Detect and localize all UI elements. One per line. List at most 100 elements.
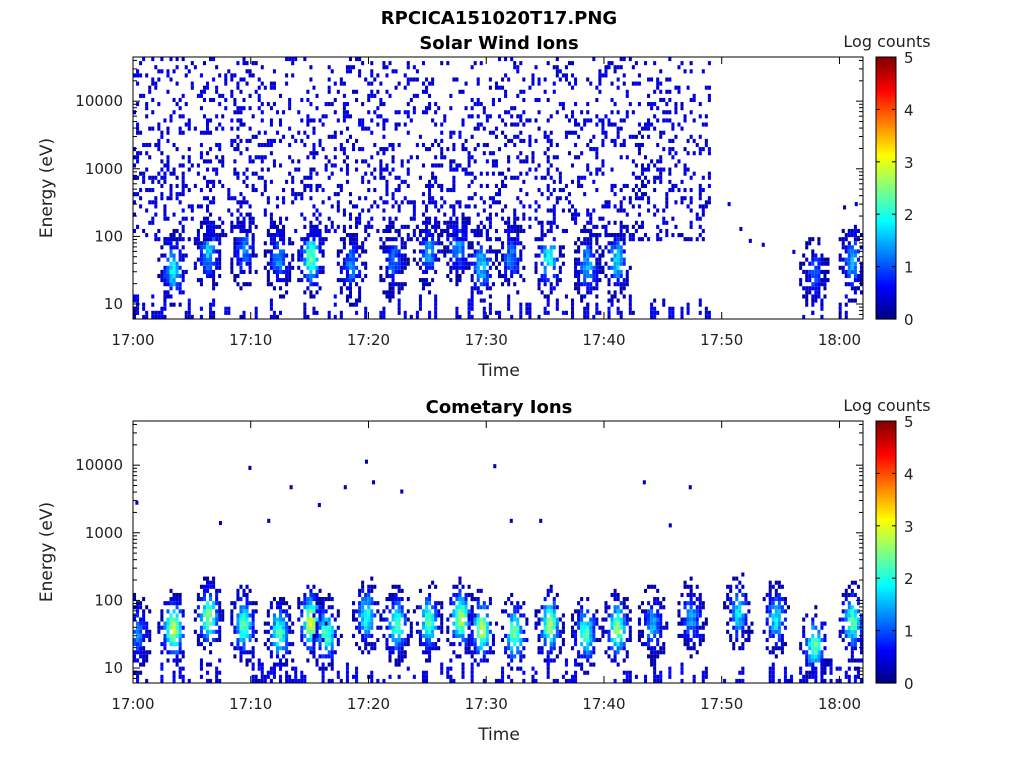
heatmap-cell <box>209 629 213 634</box>
heatmap-cell <box>388 61 392 66</box>
heatmap-cell <box>306 625 310 630</box>
heatmap-cell <box>543 233 547 238</box>
heatmap-cell <box>543 273 547 279</box>
heatmap-cell <box>613 282 617 287</box>
colorbar-segment <box>876 269 896 273</box>
heatmap-cell <box>510 637 514 643</box>
heatmap-cell <box>485 159 489 164</box>
heatmap-cell <box>467 196 471 201</box>
heatmap-cell <box>315 605 319 610</box>
heatmap-cell <box>488 273 492 279</box>
heatmap-cell <box>428 609 432 614</box>
heatmap-cell <box>437 241 441 246</box>
heatmap-cell <box>640 220 644 225</box>
heatmap-cell <box>303 306 307 311</box>
heatmap-cell <box>385 637 389 643</box>
heatmap-cell <box>808 241 812 246</box>
heatmap-cell <box>458 580 462 585</box>
heatmap-cell <box>239 584 243 589</box>
heatmap-cell <box>540 633 544 638</box>
heatmap-cell <box>476 617 480 622</box>
heatmap-cell <box>391 613 395 618</box>
heatmap-cell <box>157 147 161 152</box>
heatmap-cell <box>491 637 495 643</box>
heatmap-cell <box>555 110 559 115</box>
heatmap-cell <box>385 228 389 234</box>
heatmap-cell <box>665 77 669 82</box>
heatmap-cell <box>574 122 578 127</box>
heatmap-cell <box>656 310 660 315</box>
heatmap-cell <box>269 118 273 123</box>
heatmap-cell <box>282 621 286 626</box>
heatmap-cell <box>206 85 210 90</box>
heatmap-cell <box>574 265 578 270</box>
heatmap-cell <box>546 605 550 610</box>
heatmap-cell <box>355 57 359 62</box>
heatmap-cell <box>540 646 544 651</box>
heatmap-cell <box>522 89 526 94</box>
heatmap-cell <box>364 196 368 201</box>
heatmap-cell <box>543 613 547 618</box>
heatmap-cell <box>574 282 578 287</box>
heatmap-cell <box>516 269 520 274</box>
heatmap-cell <box>583 253 587 258</box>
heatmap-cell <box>440 196 444 201</box>
heatmap-cell <box>437 142 441 148</box>
heatmap-cell <box>488 294 492 299</box>
heatmap-cell <box>574 155 578 160</box>
heatmap-cell <box>221 228 225 234</box>
heatmap-cell <box>330 646 334 651</box>
heatmap-cell <box>342 110 346 115</box>
heatmap-cell <box>607 233 611 238</box>
heatmap-cell <box>142 633 146 638</box>
heatmap-cell <box>543 310 547 315</box>
heatmap-cell <box>312 633 316 638</box>
heatmap-cell <box>385 118 389 123</box>
heatmap-cell <box>519 613 523 618</box>
heatmap-cell <box>464 220 468 225</box>
heatmap-cell <box>540 249 544 254</box>
heatmap-cell <box>415 142 419 148</box>
heatmap-cell <box>336 192 340 197</box>
heatmap-cell <box>437 106 441 111</box>
heatmap-cell <box>534 613 538 618</box>
heatmap-cell <box>622 597 626 602</box>
heatmap-cell <box>491 163 495 168</box>
heatmap-cell <box>172 171 176 176</box>
heatmap-cell <box>324 646 328 651</box>
heatmap-cell <box>330 69 334 74</box>
heatmap-cell <box>218 142 222 148</box>
heatmap-cell <box>178 200 182 205</box>
heatmap-cell <box>555 302 559 307</box>
heatmap-cell <box>616 110 620 115</box>
heatmap-cell <box>528 85 532 90</box>
heatmap-cell <box>443 118 447 123</box>
heatmap-cell <box>510 245 514 250</box>
heatmap-cell <box>315 257 319 262</box>
heatmap-cell <box>686 138 690 143</box>
heatmap-cell <box>218 617 222 622</box>
heatmap-cell <box>142 228 146 234</box>
heatmap-cell <box>580 609 584 614</box>
heatmap-cell <box>175 102 179 107</box>
heatmap-cell <box>242 642 246 647</box>
plot-frame <box>132 56 864 320</box>
heatmap-cell <box>142 637 146 643</box>
heatmap-cell <box>452 142 456 148</box>
heatmap-cell <box>616 85 620 90</box>
heatmap-cell <box>282 597 286 602</box>
heatmap-cell <box>178 621 182 626</box>
heatmap-cell <box>668 89 672 94</box>
heatmap-cell <box>196 245 200 250</box>
heatmap-cell <box>239 633 243 638</box>
heatmap-cell <box>321 625 325 630</box>
heatmap-cell <box>482 269 486 274</box>
heatmap-cell <box>215 265 219 270</box>
heatmap-cell <box>546 621 550 626</box>
heatmap-cell <box>628 294 632 299</box>
heatmap-cell <box>607 637 611 643</box>
heatmap-cell <box>400 265 404 270</box>
heatmap-cell <box>510 592 514 598</box>
heatmap-cell <box>206 220 210 225</box>
heatmap-cell <box>358 147 362 152</box>
